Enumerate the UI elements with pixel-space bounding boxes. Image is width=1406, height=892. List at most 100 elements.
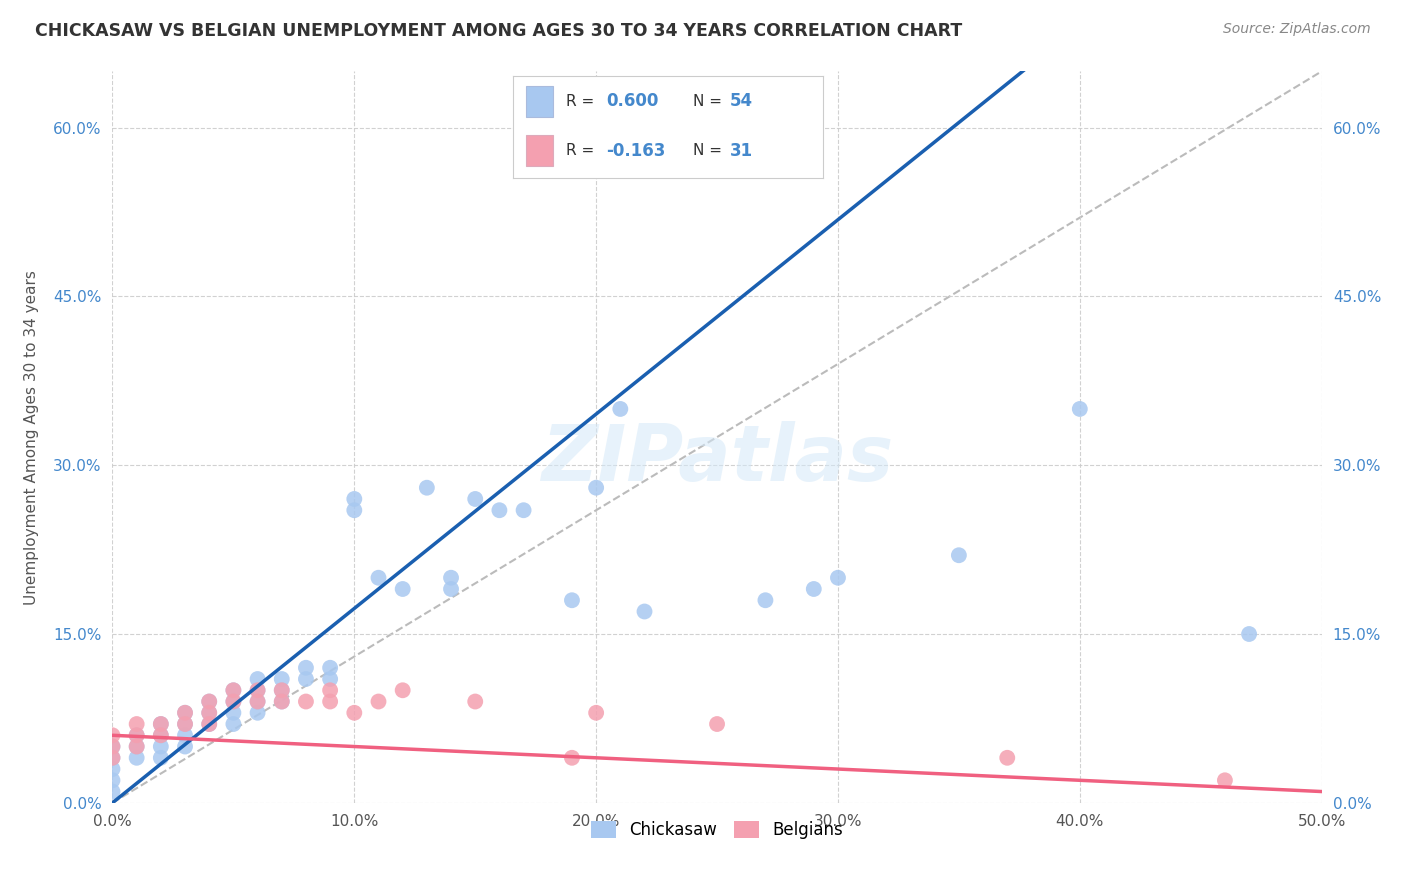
Point <box>174 728 197 742</box>
Point <box>367 694 389 708</box>
Point <box>246 694 269 708</box>
Legend: Chickasaw, Belgians: Chickasaw, Belgians <box>585 814 849 846</box>
Point <box>270 694 292 708</box>
Point <box>1237 627 1260 641</box>
Point <box>125 751 148 765</box>
Point <box>246 683 269 698</box>
Point <box>827 571 849 585</box>
Point <box>319 694 342 708</box>
Point <box>101 784 124 798</box>
Point <box>174 706 197 720</box>
Point <box>416 481 439 495</box>
Text: N =: N = <box>693 144 727 158</box>
Bar <box>526 87 554 117</box>
Point <box>101 751 124 765</box>
Point <box>246 683 269 698</box>
Text: ZIPatlas: ZIPatlas <box>541 421 893 497</box>
Point <box>222 694 245 708</box>
Point <box>246 706 269 720</box>
Y-axis label: Unemployment Among Ages 30 to 34 years: Unemployment Among Ages 30 to 34 years <box>24 269 39 605</box>
Point <box>149 728 172 742</box>
Point <box>174 717 197 731</box>
Point <box>585 481 607 495</box>
Text: 31: 31 <box>730 142 752 160</box>
Point <box>319 683 342 698</box>
Point <box>585 706 607 720</box>
Point <box>149 739 172 754</box>
Point <box>295 661 318 675</box>
Point <box>440 582 463 596</box>
Point <box>174 739 197 754</box>
Point <box>149 728 172 742</box>
Point <box>222 717 245 731</box>
Point <box>174 717 197 731</box>
Point <box>198 706 221 720</box>
Point <box>101 728 124 742</box>
Point <box>464 694 486 708</box>
Point <box>464 491 486 506</box>
Point <box>149 751 172 765</box>
Point <box>174 706 197 720</box>
Point <box>512 503 534 517</box>
Point <box>561 751 583 765</box>
Point <box>270 683 292 698</box>
Point <box>101 751 124 765</box>
Point <box>198 694 221 708</box>
Point <box>149 717 172 731</box>
Text: Source: ZipAtlas.com: Source: ZipAtlas.com <box>1223 22 1371 37</box>
Point <box>222 694 245 708</box>
Point <box>367 571 389 585</box>
Point <box>391 582 413 596</box>
Point <box>440 571 463 585</box>
Point <box>754 593 776 607</box>
Point <box>561 593 583 607</box>
Point <box>222 706 245 720</box>
Point <box>343 491 366 506</box>
Text: N =: N = <box>693 94 727 109</box>
Bar <box>526 136 554 166</box>
Point <box>803 582 825 596</box>
Point <box>633 605 655 619</box>
Point <box>948 548 970 562</box>
Point <box>198 717 221 731</box>
Text: R =: R = <box>565 144 599 158</box>
Point <box>125 728 148 742</box>
Point <box>488 503 510 517</box>
Point <box>270 683 292 698</box>
Point <box>1069 401 1091 416</box>
Point <box>319 661 342 675</box>
Point <box>125 728 148 742</box>
Point <box>198 717 221 731</box>
Point <box>101 739 124 754</box>
Point <box>295 694 318 708</box>
Point <box>295 672 318 686</box>
Point <box>343 706 366 720</box>
Text: CHICKASAW VS BELGIAN UNEMPLOYMENT AMONG AGES 30 TO 34 YEARS CORRELATION CHART: CHICKASAW VS BELGIAN UNEMPLOYMENT AMONG … <box>35 22 962 40</box>
Point <box>270 694 292 708</box>
Point <box>222 683 245 698</box>
Point <box>706 717 728 731</box>
Text: -0.163: -0.163 <box>606 142 665 160</box>
Text: 54: 54 <box>730 93 752 111</box>
Point <box>125 717 148 731</box>
Point <box>101 739 124 754</box>
Point <box>101 773 124 788</box>
Point <box>343 503 366 517</box>
Point <box>246 672 269 686</box>
Point <box>222 683 245 698</box>
Point <box>270 672 292 686</box>
Point <box>125 739 148 754</box>
Point <box>149 717 172 731</box>
Point <box>198 694 221 708</box>
Point <box>125 739 148 754</box>
Text: R =: R = <box>565 94 599 109</box>
Point <box>101 762 124 776</box>
Point <box>1213 773 1236 788</box>
Text: 0.600: 0.600 <box>606 93 658 111</box>
Point <box>246 694 269 708</box>
Point <box>391 683 413 698</box>
Point <box>319 672 342 686</box>
Point <box>995 751 1018 765</box>
Point <box>198 706 221 720</box>
Point <box>609 401 631 416</box>
